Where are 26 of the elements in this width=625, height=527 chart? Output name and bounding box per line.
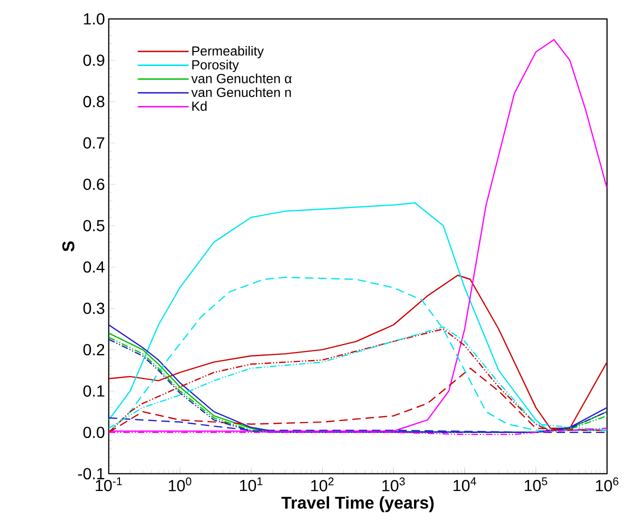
y-tick-label: 0.8 (83, 96, 104, 108)
y-tick-label: 0.6 (83, 178, 104, 190)
y-tick-label: 0.2 (83, 344, 104, 356)
x-tick-label: 10$^{6}$ (596, 478, 618, 492)
y-tick-label: 0.7 (83, 137, 104, 149)
legend-label: Kd (192, 101, 207, 112)
x-tick-label: 10$^{3}$ (382, 478, 405, 492)
x-tick-label: 10$^{2}$ (311, 478, 334, 492)
x-tick-label: 10$^{4}$ (454, 478, 476, 492)
y-tick-label: 0.5 (83, 220, 104, 232)
y-tick-label: 1.0 (84, 13, 104, 25)
x-axis-title: Travel Time (years) (281, 496, 434, 512)
legend-label: van Genuchten n (191, 88, 291, 98)
y-tick-label: 0.4 (83, 261, 105, 273)
y-tick-label: 0.0 (83, 426, 104, 438)
y-axis-title: S (62, 241, 74, 252)
legend-label: Porosity (192, 60, 239, 72)
legend-label: Permeability (192, 46, 264, 58)
y-tick-label: 0.1 (83, 386, 104, 397)
x-tick-label: 10$^{5}$ (524, 478, 548, 492)
x-tick-label: 10$^{0}$ (168, 478, 192, 492)
y-tick-label: 0.3 (83, 302, 104, 314)
y-tick-label: -0.1 (78, 468, 104, 480)
x-tick-label: 10$^{1}$ (240, 478, 262, 492)
legend-label: van Genuchten α (191, 74, 292, 84)
y-tick-label: 0.9 (83, 54, 104, 66)
